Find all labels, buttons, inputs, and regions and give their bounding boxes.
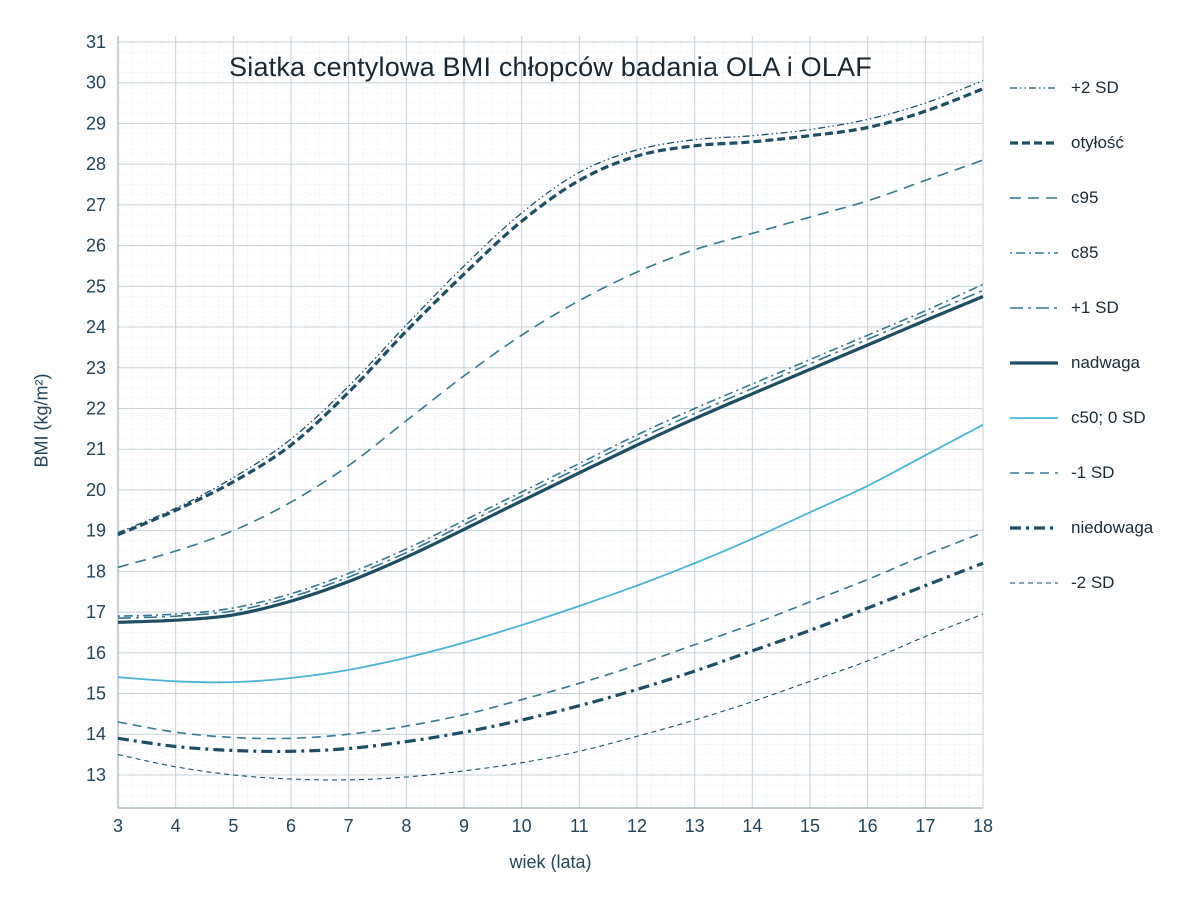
legend-item: -2 SD [1008, 555, 1198, 610]
legend-line-sample [1010, 86, 1058, 89]
y-tick-label: 28 [86, 154, 106, 174]
x-tick-label: 12 [627, 816, 647, 836]
legend-item: nadwaga [1008, 335, 1198, 390]
legend-label: nadwaga [1071, 352, 1141, 372]
y-tick-label: 21 [86, 439, 106, 459]
chart-title: Siatka centylowa BMI chłopców badania OL… [229, 52, 872, 82]
legend-item: c50; 0 SD [1008, 390, 1198, 445]
x-tick-label: 10 [512, 816, 532, 836]
y-tick-label: 17 [86, 602, 106, 622]
legend-label: niedowaga [1071, 517, 1154, 537]
y-tick-label: 20 [86, 480, 106, 500]
y-tick-label: 15 [86, 684, 106, 704]
x-tick-label: 8 [401, 816, 411, 836]
series-line-niedowaga [117, 561, 984, 754]
legend-label: c85 [1071, 242, 1099, 262]
series-line-c95 [117, 159, 984, 569]
y-tick-label: 23 [86, 358, 106, 378]
series-line-c50-0-sd [117, 424, 984, 684]
legend-item: +2 SD [1008, 60, 1198, 115]
chart-legend: +2 SD otyłość c95 c85 +1 SD nadwaga c50; 0 SD -… [1008, 60, 1198, 610]
y-tick-label: 24 [86, 317, 106, 337]
legend-label: +1 SD [1071, 297, 1119, 317]
legend-label: c95 [1071, 187, 1099, 207]
x-tick-label: 7 [344, 816, 354, 836]
y-tick-label: 18 [86, 561, 106, 581]
x-tick-label: 4 [171, 816, 181, 836]
x-tick-label: 3 [113, 816, 123, 836]
legend-line-sample [1010, 306, 1058, 309]
legend-line-sample [1010, 581, 1058, 584]
y-tick-label: 29 [86, 113, 106, 133]
legend-label: -1 SD [1071, 462, 1115, 482]
legend-item: c95 [1008, 170, 1198, 225]
legend-line-sample [1010, 525, 1058, 530]
y-tick-label: 30 [86, 73, 106, 93]
legend-line-sample [1010, 251, 1058, 254]
y-axis-label: BMI (kg/m²) [31, 373, 52, 468]
legend-line-sample [1010, 416, 1058, 419]
series-line-+1-sd [117, 289, 984, 619]
x-tick-label: 6 [286, 816, 296, 836]
x-tick-label: 11 [570, 816, 589, 836]
legend-item: c85 [1008, 225, 1198, 280]
legend-item: -1 SD [1008, 445, 1198, 500]
legend-line-sample [1010, 471, 1058, 474]
y-tick-label: 14 [86, 724, 106, 744]
series-line--2-sd [117, 613, 984, 781]
y-tick-label: 19 [86, 521, 106, 541]
legend-line-sample [1010, 360, 1058, 365]
x-tick-label: 13 [685, 816, 705, 836]
series-line-nadwaga [117, 295, 984, 624]
y-tick-label: 13 [86, 765, 106, 785]
legend-line-sample [1010, 196, 1058, 199]
y-tick-label: 26 [86, 236, 106, 256]
x-tick-label: 17 [915, 816, 935, 836]
x-tick-label: 9 [459, 816, 469, 836]
x-tick-label: 15 [800, 816, 820, 836]
y-tick-label: 25 [86, 276, 106, 296]
series-line--1-sd [117, 531, 984, 740]
x-tick-label: 14 [742, 816, 762, 836]
legend-item: +1 SD [1008, 280, 1198, 335]
y-tick-label: 22 [86, 398, 106, 418]
x-axis-label: wiek (lata) [509, 852, 592, 872]
x-tick-label: 5 [228, 816, 238, 836]
series-line-oty-o- [117, 87, 984, 537]
y-tick-label: 27 [86, 195, 106, 215]
legend-label: c50; 0 SD [1071, 407, 1146, 427]
x-tick-label: 16 [858, 816, 878, 836]
legend-label: otyłość [1071, 132, 1124, 152]
legend-item: otyłość [1008, 115, 1198, 170]
y-tick-label: 31 [86, 32, 106, 52]
series-line-c85 [117, 283, 984, 617]
legend-label: +2 SD [1071, 77, 1119, 97]
legend-label: -2 SD [1071, 572, 1115, 592]
legend-line-sample [1010, 140, 1058, 145]
y-tick-label: 16 [86, 643, 106, 663]
legend-item: niedowaga [1008, 500, 1198, 555]
x-tick-label: 18 [973, 816, 993, 836]
